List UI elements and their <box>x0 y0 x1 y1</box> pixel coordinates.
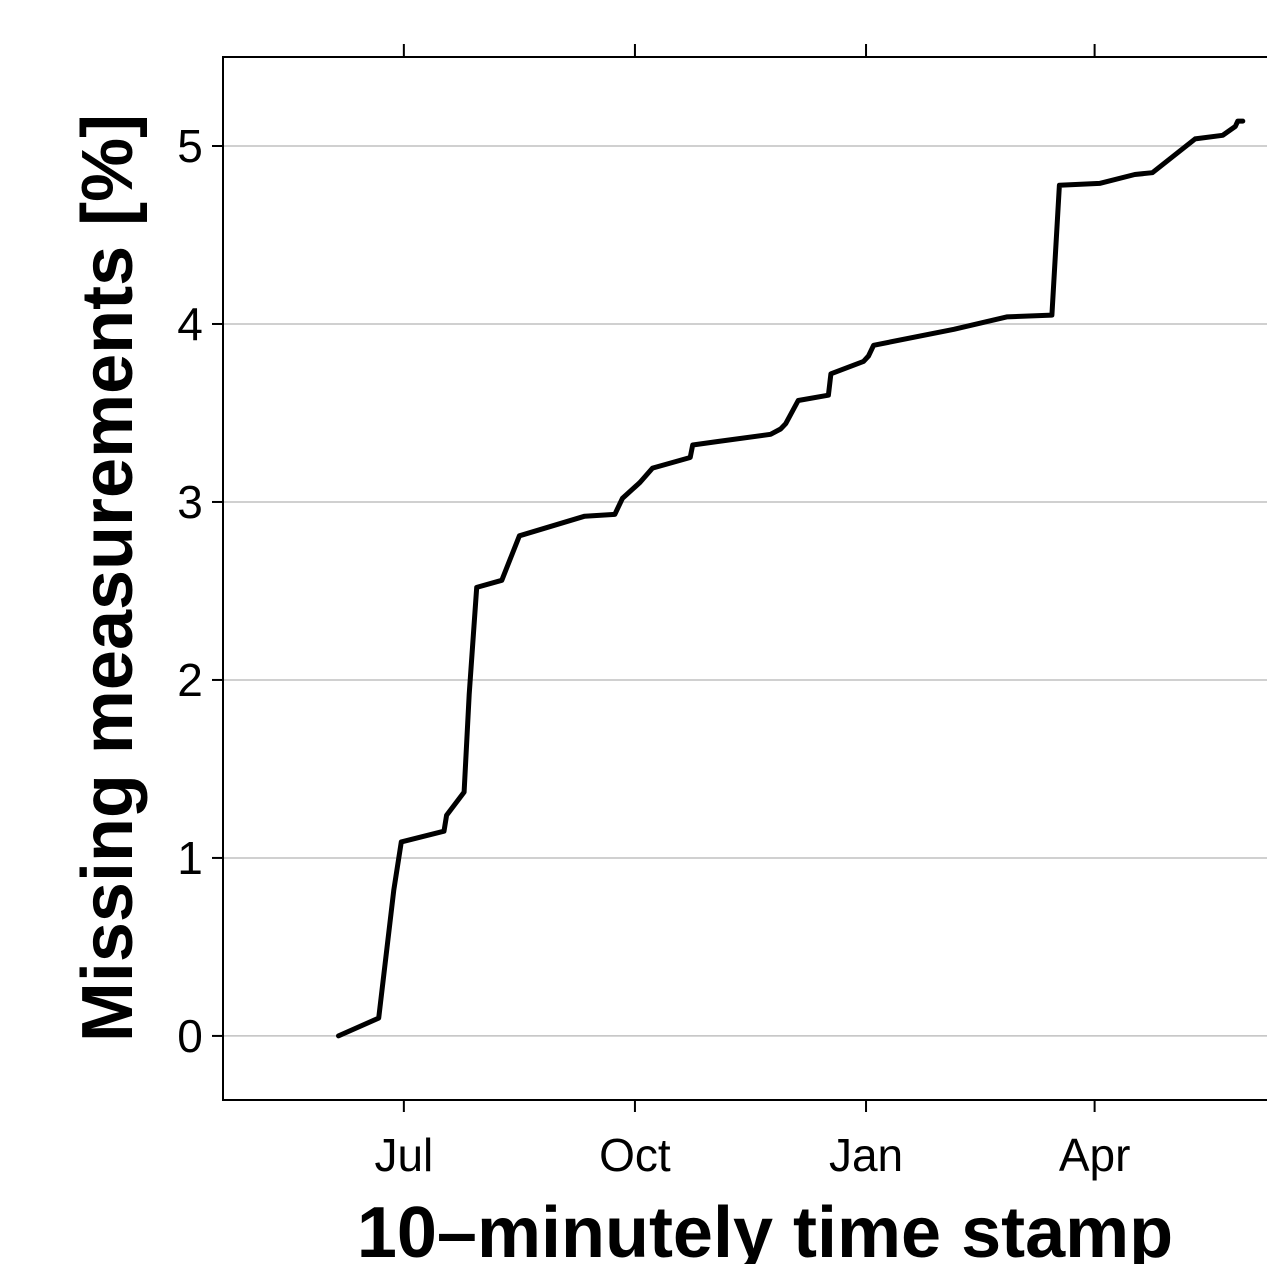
tick-labels: 0 1 2 3 4 5 Jul Oct Jan Apr <box>177 120 1130 1181</box>
x-tick-label: Jul <box>374 1129 433 1181</box>
gridlines <box>223 145 1267 1037</box>
plot-frame <box>222 56 1267 1101</box>
x-tick-label: Oct <box>599 1129 671 1181</box>
x-axis-title: 10–minutely time stamp <box>357 1193 1173 1264</box>
y-tick-label: 2 <box>177 654 203 706</box>
y-tick-label: 0 <box>177 1010 203 1062</box>
x-tick-label: Apr <box>1059 1129 1131 1181</box>
y-tick-label: 3 <box>177 476 203 528</box>
missing-measurements-line <box>336 118 1246 1039</box>
y-tick-label: 1 <box>177 832 203 884</box>
y-tick-label: 4 <box>177 298 203 350</box>
y-axis-title: Missing measurements [%] <box>68 114 148 1042</box>
x-tick-label: Jan <box>829 1129 903 1181</box>
y-tick-label: 5 <box>177 120 203 172</box>
axis-ticks <box>212 44 1096 1112</box>
